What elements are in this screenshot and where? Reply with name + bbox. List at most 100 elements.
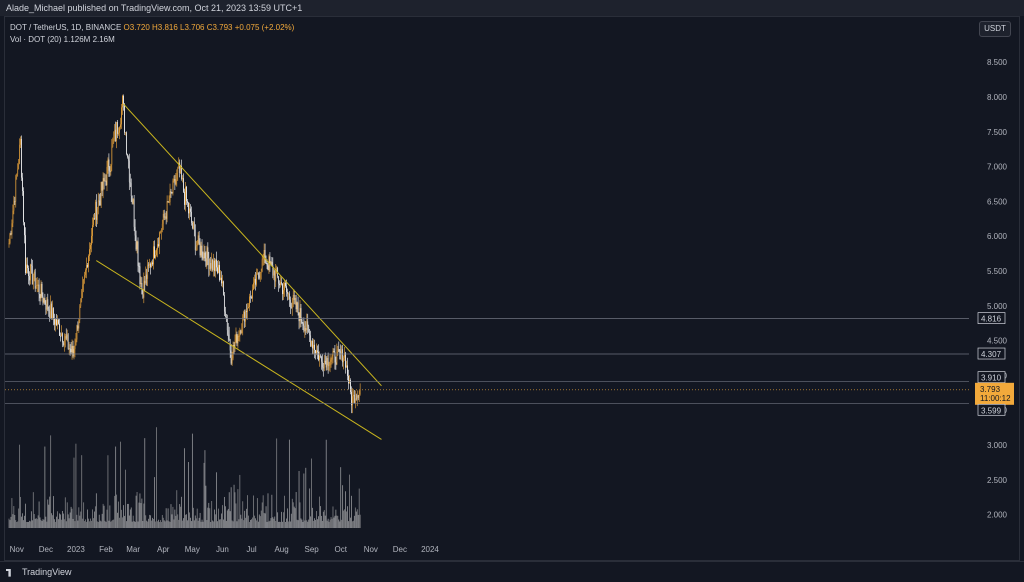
candle-body	[222, 281, 223, 284]
volume-bar	[213, 521, 215, 528]
volume-bar	[71, 508, 73, 528]
price-chart[interactable]: 8.500 8.000 7.500 7.000 6.500 6.000 5.500 5.000…	[5, 17, 1019, 560]
volume-bar	[333, 517, 335, 528]
volume-bar	[199, 512, 201, 528]
volume-bar	[62, 510, 63, 528]
y-tick-label: 5.500	[987, 267, 1008, 276]
volume-bar	[267, 493, 269, 528]
volume-bar	[173, 519, 175, 528]
candle-body	[64, 336, 66, 340]
volume-bar	[113, 519, 115, 528]
candle-body	[161, 223, 163, 231]
volume-bar	[95, 493, 97, 528]
candle-body	[153, 246, 154, 265]
candle-body	[27, 264, 28, 268]
volume-bar	[340, 467, 342, 528]
candle-body	[121, 107, 122, 125]
candle-body	[347, 365, 348, 376]
candle-body	[303, 325, 305, 332]
volume-bar	[250, 519, 251, 528]
candle-body	[275, 271, 277, 282]
candle-body	[158, 244, 159, 247]
volume-bar	[189, 512, 190, 528]
candle-body	[143, 280, 145, 298]
candle-body	[59, 323, 60, 336]
candle-body	[113, 139, 115, 143]
volume-bar	[229, 511, 231, 528]
candle-body	[254, 278, 255, 283]
volume-bar	[25, 503, 26, 528]
volume-bar	[121, 509, 122, 528]
candle-body	[60, 335, 61, 337]
volume-bar	[241, 518, 243, 528]
candle-body	[52, 308, 53, 320]
volume-bar	[160, 521, 162, 528]
candle-body	[285, 282, 286, 287]
volume-bar	[246, 508, 247, 528]
volume-bar	[21, 516, 22, 528]
candle-body	[334, 352, 336, 363]
trendline-upper[interactable]	[123, 103, 382, 387]
candle-body	[216, 259, 217, 268]
volume-bar	[165, 508, 167, 528]
candle-body	[93, 218, 94, 226]
candle-body	[110, 164, 112, 173]
candle-body	[279, 283, 280, 286]
currency-button[interactable]: USDT	[979, 21, 1011, 37]
volume-bar	[59, 513, 60, 528]
volume-bar	[171, 514, 173, 528]
volume-bar	[354, 507, 356, 528]
volume-bar	[329, 519, 331, 528]
candle-body	[42, 296, 44, 303]
candle-body	[11, 223, 13, 235]
volume-bar	[179, 504, 181, 528]
candle-body	[30, 264, 32, 266]
volume-bar	[355, 511, 357, 528]
volume-bar	[206, 520, 208, 528]
x-tick-label: Aug	[274, 545, 288, 554]
volume-bar	[323, 510, 325, 528]
candle-body	[58, 319, 59, 324]
volume-bar	[131, 521, 133, 528]
volume-bar	[158, 519, 159, 528]
chart-frame[interactable]: 8.500 8.000 7.500 7.000 6.500 6.000 5.500 5.000…	[4, 16, 1020, 561]
candle-body	[65, 336, 67, 339]
volume-bar	[321, 520, 323, 528]
candle-body	[83, 279, 85, 285]
y-tick-label: 7.000	[987, 163, 1008, 172]
volume-bar	[186, 514, 187, 528]
volume-bar	[44, 446, 46, 528]
volume-bar	[119, 517, 120, 528]
candle-body	[62, 342, 64, 346]
candle-body	[293, 294, 295, 300]
candle-body	[257, 272, 259, 276]
volume-bar	[13, 506, 15, 528]
volume-bar	[312, 507, 313, 528]
volume-bar	[310, 516, 312, 528]
volume-bar	[289, 521, 291, 528]
candle-body	[262, 258, 264, 260]
volume-bar	[266, 521, 268, 528]
volume-bar	[48, 504, 50, 528]
candle-body	[166, 201, 168, 219]
candle-body	[101, 181, 103, 191]
tradingview-logo[interactable]: TradingView	[6, 566, 72, 578]
volume-bar	[97, 521, 99, 528]
candle-body	[32, 279, 34, 285]
volume-bar	[16, 521, 18, 528]
candle-body	[271, 262, 273, 266]
current-price-badge	[975, 382, 1014, 405]
trendline-lower[interactable]	[96, 260, 382, 440]
volume-bar	[167, 508, 169, 528]
volume-bar	[337, 515, 339, 528]
volume-bar	[153, 519, 154, 528]
candle-body	[188, 202, 189, 214]
volume-bar	[66, 502, 68, 528]
volume-bar	[143, 503, 145, 528]
candle-body	[128, 160, 130, 182]
volume-bar	[243, 520, 245, 528]
volume-bar	[14, 514, 16, 528]
candle-body	[81, 290, 83, 299]
volume-bar	[238, 519, 240, 528]
candle-body	[214, 260, 215, 272]
